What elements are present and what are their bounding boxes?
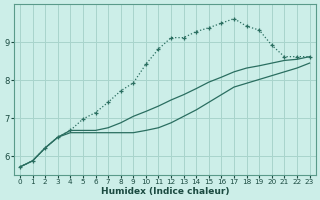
X-axis label: Humidex (Indice chaleur): Humidex (Indice chaleur) (100, 187, 229, 196)
